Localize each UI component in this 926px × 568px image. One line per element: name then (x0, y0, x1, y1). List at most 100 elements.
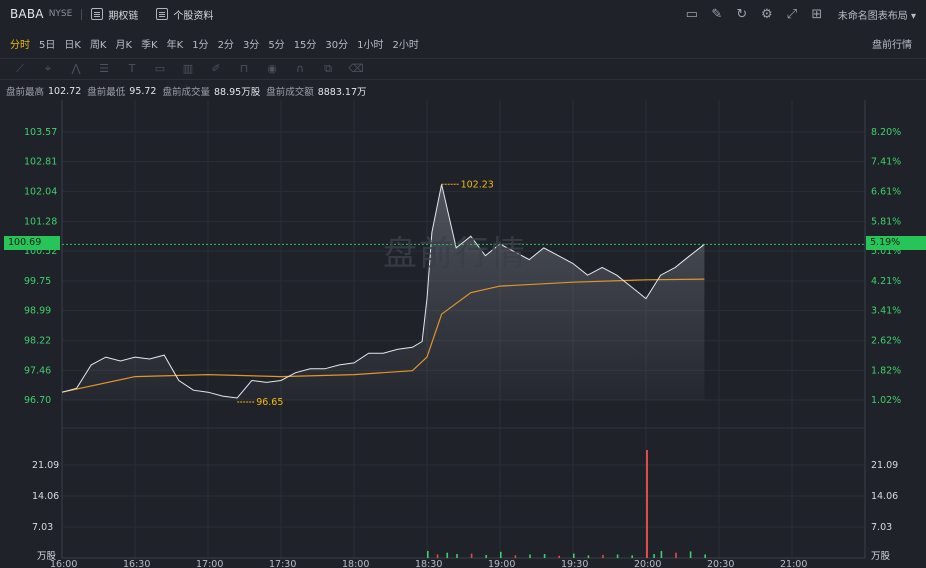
percent-tick-label: 7.41% (871, 157, 901, 168)
volume-bar (543, 554, 546, 558)
time-tick-label: 20:30 (707, 559, 734, 568)
pattern-tool-icon[interactable]: ⋀ (71, 62, 81, 75)
percent-tick-label: 5.81% (871, 216, 901, 227)
period-tab[interactable]: 1小时 (357, 39, 384, 51)
refresh-icon[interactable]: ↻ (736, 6, 748, 22)
period-tab[interactable]: 周K (89, 39, 107, 51)
volume-bar (436, 554, 439, 558)
visibility-tool-icon[interactable]: ◉ (267, 62, 277, 75)
price-tick-label: 100.52 (24, 246, 57, 257)
volume-value: 88.95万股 (214, 87, 261, 98)
volume-label: 盘前成交量 (162, 87, 210, 98)
period-tab[interactable]: 3分 (242, 39, 260, 51)
watermark: 盘前行情 (383, 234, 527, 274)
time-tick-label: 16:00 (50, 559, 77, 568)
volume-tick-label: 21.09 (32, 460, 59, 471)
percent-tick-label: 1.82% (871, 365, 901, 376)
trash-tool-icon[interactable]: ⌫ (348, 62, 364, 75)
volume-bar (446, 552, 449, 558)
brush-tool-icon[interactable]: ✐ (211, 62, 221, 75)
time-tick-label: 19:00 (488, 559, 515, 568)
price-line (61, 184, 705, 399)
percent-tick-label: 1.02% (871, 395, 901, 406)
price-tick-label: 99.75 (24, 276, 51, 287)
price-tick-label: 98.22 (24, 336, 51, 347)
period-tab[interactable]: 1分 (192, 39, 209, 51)
drawing-toolbar: ⟋ ⌖ ⋀ ☰ T ▭ ▥ ✐ ⊓ ◉ ∩ ⧉ ⌫ (0, 58, 926, 80)
percent-tick-label: 8.20% (871, 127, 901, 138)
volume-bar (514, 555, 517, 558)
price-tick-label: 103.57 (24, 127, 57, 138)
text-tool-icon[interactable]: T (128, 62, 136, 75)
percent-tick-label: 5.01% (871, 246, 901, 257)
layout-selector[interactable]: 未命名图表布局 ▾ (837, 10, 916, 22)
stock-profile-link[interactable]: 个股资料 (156, 7, 213, 22)
period-tab[interactable]: 分时 (10, 39, 30, 51)
volume-bar (558, 555, 560, 558)
price-area (62, 184, 705, 400)
percent-tick-label: 3.41% (871, 306, 901, 317)
volume-bar (660, 550, 663, 558)
period-tab[interactable]: 年K (166, 39, 184, 51)
period-tabs: 分时 5日 日K 周K 月K 季K 年K 1分 2分 3分 5分 15分 30分 1小时 2小时 盘前行情 (0, 30, 926, 56)
volume-tick-label-right: 14.06 (871, 491, 898, 502)
premarket-stats: 盘前最高 102.72 盘前最低 95.72 盘前成交量 88.95万股 盘前成… (0, 82, 926, 100)
price-tick-label: 97.46 (24, 365, 51, 376)
symbol[interactable]: BABA (10, 7, 44, 21)
exchange: NYSE (48, 9, 73, 19)
period-tab[interactable]: 2分 (217, 39, 234, 51)
line-tool-icon[interactable]: ⟋ (16, 62, 24, 75)
period-tab[interactable]: 2小时 (392, 39, 419, 51)
measure-tool-icon[interactable]: ▥ (182, 62, 194, 75)
percent-tick-label: 6.61% (871, 187, 901, 198)
volume-bar (573, 553, 575, 558)
time-tick-label: 16:30 (123, 559, 150, 568)
period-tab[interactable]: 季K (141, 39, 158, 51)
volume-unit-label-right: 万股 (871, 551, 891, 562)
volume-bar (616, 554, 619, 558)
period-tab[interactable]: 月K (115, 39, 133, 51)
period-tab[interactable]: 5日 (39, 39, 56, 51)
edit-icon[interactable]: ✎ (711, 6, 723, 22)
screenshot-icon[interactable]: ▭ (685, 6, 698, 22)
divider (81, 8, 83, 20)
volume-bar (653, 554, 655, 558)
layers-tool-icon[interactable]: ⧉ (324, 62, 332, 75)
grid-icon[interactable]: ⊞ (811, 6, 823, 22)
fibonacci-tool-icon[interactable]: ☰ (99, 62, 109, 75)
current-price-tag: 100.69 (4, 236, 60, 250)
shape-tool-icon[interactable]: ▭ (154, 62, 166, 75)
volume-bar (587, 555, 590, 558)
period-tab[interactable]: 5分 (268, 39, 285, 51)
period-tab[interactable]: 日K (64, 39, 81, 51)
price-tick-label: 102.04 (24, 187, 57, 198)
fullscreen-icon[interactable]: ⤢ (786, 6, 797, 22)
document-icon (156, 8, 169, 20)
period-tab[interactable]: 30分 (325, 39, 349, 51)
high-value: 102.72 (48, 85, 82, 97)
options-chain-link[interactable]: 期权链 (91, 7, 138, 22)
stock-profile-label: 个股资料 (173, 10, 214, 22)
low-value: 95.72 (129, 85, 157, 97)
crosshair-tool-icon[interactable]: ⌖ (44, 62, 52, 75)
volume-bar (427, 550, 429, 558)
volume-bar (631, 555, 633, 558)
low-label: 盘前最低 (87, 87, 126, 98)
high-label: 盘前最高 (6, 87, 45, 98)
magnet-tool-icon[interactable]: ∩ (295, 62, 305, 75)
session-mode-selector[interactable]: 盘前行情 (872, 39, 912, 51)
intraday-chart[interactable]: 103.57 8.20% 102.81 7.41% 102.04 6.61% 101.28 5… (0, 100, 926, 568)
settings-icon[interactable]: ⚙ (760, 6, 773, 22)
period-tab[interactable]: 15分 (293, 39, 317, 51)
average-price-line (61, 278, 705, 393)
amount-value: 8883.17万 (317, 87, 367, 98)
options-chain-label: 期权链 (108, 10, 139, 22)
current-pct-tag: 5.19% (866, 236, 926, 250)
time-tick-label: 17:30 (269, 559, 296, 568)
volume-bar (675, 552, 677, 558)
price-tick-label: 102.81 (24, 157, 57, 168)
lock-tool-icon[interactable]: ⊓ (239, 62, 249, 75)
price-tick-label: 98.99 (24, 306, 51, 317)
volume-tick-label-right: 21.09 (871, 460, 898, 471)
volume-bar (602, 554, 604, 558)
